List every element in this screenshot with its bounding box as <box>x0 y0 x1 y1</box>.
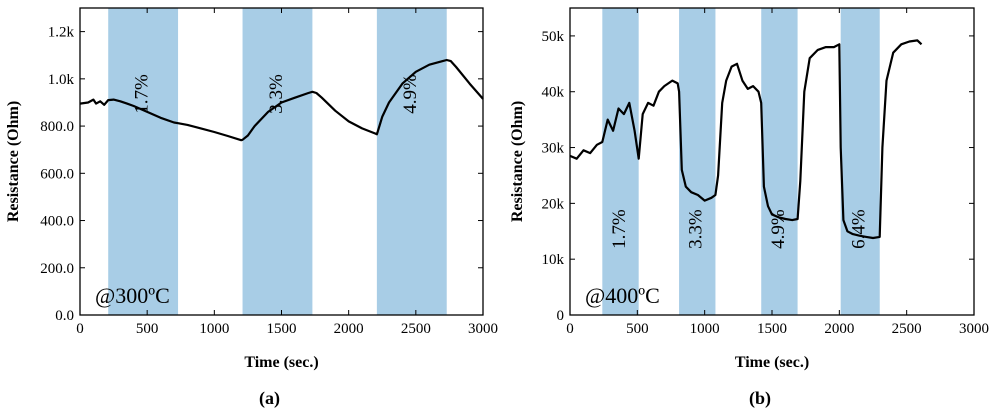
panel-a-band-label-3: 4.9% <box>400 74 421 114</box>
panel-a-band-labels: 1.7% 3.3% 4.9% <box>131 74 421 114</box>
panel-b-band-2 <box>679 8 716 315</box>
panel-a-x-tick-label: 1000 <box>199 321 229 337</box>
panel-a-y-axis-label: Resistance (Ohm) <box>5 101 22 222</box>
panel-a-y-tick-label: 1.0k <box>48 72 75 88</box>
panel-b-band-3 <box>761 8 798 315</box>
panel-a-series-line <box>79 58 484 142</box>
panel-b-y-tick-label: 20k <box>542 196 565 212</box>
panel-b-series <box>569 39 923 240</box>
panel-b-band-label-4: 6.4% <box>849 209 870 249</box>
panel-b-y-axis-label: Resistance (Ohm) <box>509 101 526 222</box>
panel-a-band-2 <box>242 8 313 315</box>
panel-b-panel-label: (b) <box>749 388 771 409</box>
panel-a-y-ticks: 0.0 200.0 400.0 600.0 800.0 1.0k 1.2k <box>40 25 483 324</box>
panel-b-x-ticks: 0 500 1000 1500 2000 2500 3000 <box>566 8 989 337</box>
panel-a-series <box>79 58 484 142</box>
panel-a-x-tick-label: 3000 <box>468 321 498 337</box>
panel-a-band-1 <box>108 8 179 315</box>
panel-a-y-tick-label: 200.0 <box>40 261 74 277</box>
panel-b-x-tick-label: 3000 <box>959 321 989 337</box>
panel-b-y-tick-label: 0 <box>557 308 565 324</box>
panel-b-band-4 <box>840 8 880 315</box>
panel-b-y-tick-label: 10k <box>542 252 565 268</box>
panel-a-y-tick-label: 0.0 <box>55 308 74 324</box>
panel-b-chart: 1.7% 3.3% 4.9% 6.4% 0 500 1000 1500 2000 2500 300… <box>509 7 989 409</box>
panel-a-panel-label: (a) <box>259 388 280 409</box>
panel-a-shaded-bands <box>108 8 447 315</box>
panel-b-band-label-1: 1.7% <box>609 209 630 249</box>
panel-b-x-tick-label: 2500 <box>892 321 922 337</box>
panel-a-condition-label: @300ºC <box>95 283 170 308</box>
panel-b-x-tick-label: 1500 <box>757 321 787 337</box>
panel-a-y-tick-label: 400.0 <box>40 214 74 230</box>
panel-a-x-tick-label: 2000 <box>334 321 364 337</box>
panel-b-x-tick-label: 2000 <box>824 321 854 337</box>
panel-b-series-line <box>569 39 923 240</box>
panel-a-x-axis-label: Time (sec.) <box>244 354 318 371</box>
panel-a-x-tick-label: 0 <box>76 321 84 337</box>
panel-a-x-tick-label: 1500 <box>267 321 297 337</box>
panel-b-y-ticks: 0 10k 20k 30k 40k 50k <box>542 29 974 324</box>
panel-b-band-labels: 1.7% 3.3% 4.9% 6.4% <box>609 209 870 249</box>
panel-b-band-label-2: 3.3% <box>686 209 707 249</box>
panel-a-x-tick-label: 2500 <box>401 321 431 337</box>
panel-b-x-tick-label: 0 <box>566 321 574 337</box>
panel-b-shaded-bands <box>602 8 880 315</box>
panel-a-x-tick-label: 500 <box>136 321 159 337</box>
panel-a-band-3 <box>376 8 447 315</box>
panel-b-band-label-3: 4.9% <box>768 209 789 249</box>
panel-b-x-tick-label: 1000 <box>690 321 720 337</box>
panel-a-band-label-2: 3.3% <box>266 74 287 114</box>
panel-b-x-axis-label: Time (sec.) <box>735 354 809 371</box>
panel-b-y-tick-label: 50k <box>542 29 565 45</box>
panel-b-condition-label: @400ºC <box>585 283 660 308</box>
panel-a-band-label-1: 1.7% <box>131 74 152 114</box>
panel-a-chart: 1.7% 3.3% 4.9% 0 500 1000 1500 2000 2500 3000 0.… <box>5 7 498 409</box>
panel-b-y-tick-label: 30k <box>542 141 565 157</box>
panel-b-y-tick-label: 40k <box>542 85 565 101</box>
panel-b-x-tick-label: 500 <box>626 321 649 337</box>
panel-a-y-tick-label: 1.2k <box>48 25 75 41</box>
panel-a-y-tick-label: 600.0 <box>40 166 74 182</box>
panel-b-band-1 <box>602 8 639 315</box>
panel-a-y-tick-label: 800.0 <box>40 119 74 135</box>
panel-a-x-ticks: 0 500 1000 1500 2000 2500 3000 <box>76 8 498 337</box>
